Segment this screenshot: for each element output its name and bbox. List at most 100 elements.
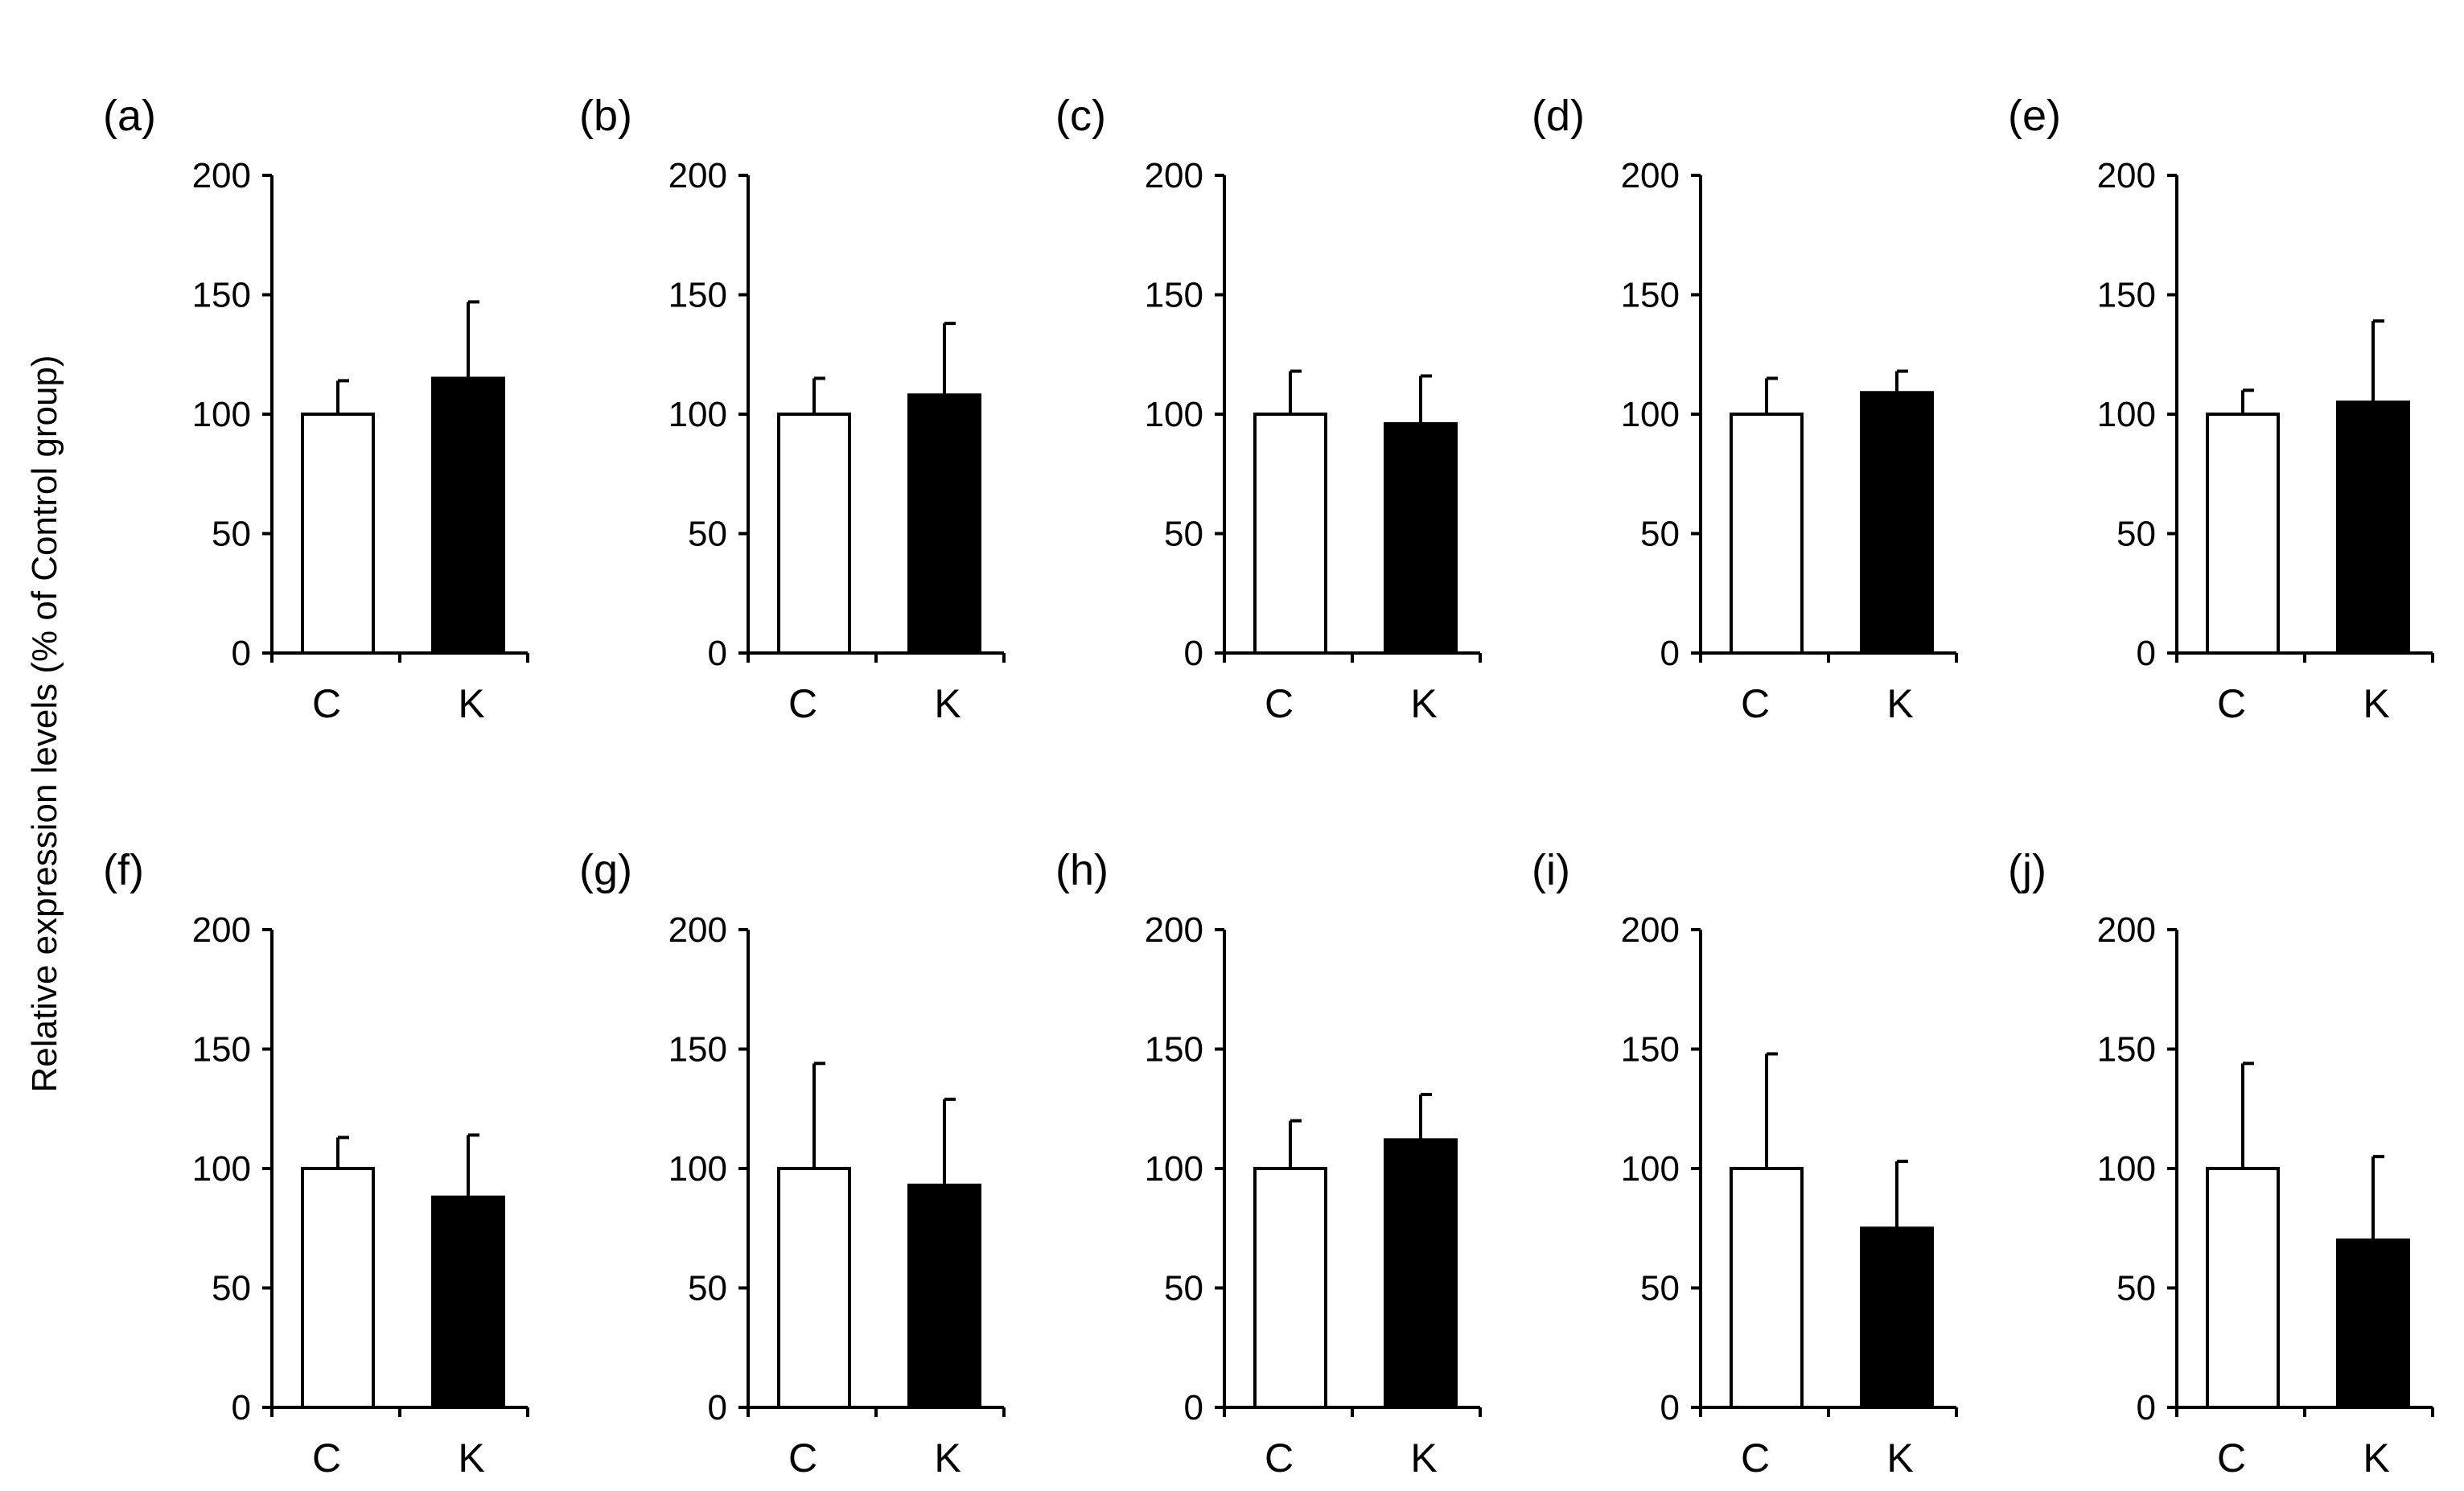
y-tick-label: 200 [668,156,727,195]
y-tick-label: 0 [708,1388,727,1427]
y-tick-label: 150 [2097,276,2156,315]
category-label: K [1410,681,1437,726]
y-tick-label: 0 [2137,634,2156,673]
y-tick-label: 200 [2097,156,2156,195]
y-tick-label: 200 [668,910,727,950]
panel-label: (a) [103,92,156,140]
y-tick-label: 200 [1621,910,1680,950]
bar-k [431,376,505,655]
y-tick-label: 100 [1621,395,1680,434]
y-tick-label: 100 [2097,395,2156,434]
panel-i: (i) 0 50 100 150 200 C K [1532,846,1958,1481]
category-label: C [2217,1436,2246,1481]
y-tick-label: 50 [2116,515,2156,554]
panel-c: (c) 0 50 100 150 200 C K [1055,92,1482,726]
y-tick-label: 100 [2097,1149,2156,1189]
y-tick-label: 0 [708,634,727,673]
y-tick-label: 200 [192,156,251,195]
y-tick-label: 50 [1640,1269,1680,1308]
y-tick-label: 200 [1621,156,1680,195]
panel-label: (d) [1532,92,1585,140]
panel-g: (g) 0 50 100 150 200 C K [579,846,1006,1481]
category-label: C [788,1436,817,1481]
panel-label: (g) [579,846,632,894]
bar-k [431,1195,505,1409]
category-label: K [458,1436,484,1481]
y-tick-label: 100 [668,1149,727,1189]
category-label: K [1886,681,1913,726]
panel-label: (b) [579,92,632,140]
bar-c [2206,1167,2280,1409]
category-label: K [934,681,961,726]
category-label: K [1886,1436,1913,1481]
y-tick-label: 0 [232,634,251,673]
y-tick-label: 150 [192,1030,251,1070]
category-label: K [2363,681,2389,726]
bar-c [301,413,375,655]
bar-k [1860,391,1934,655]
panel-h: (h) 0 50 100 150 200 C K [1055,846,1482,1481]
y-tick-label: 200 [1145,156,1203,195]
y-tick-label: 50 [1164,1269,1203,1308]
y-tick-label: 0 [232,1388,251,1427]
panel-label: (c) [1055,92,1106,140]
y-tick-label: 200 [1145,910,1203,950]
y-tick-label: 150 [668,1030,727,1070]
y-tick-label: 50 [688,1269,727,1308]
category-label: K [934,1436,961,1481]
bar-c [1730,413,1804,655]
y-tick-label: 150 [668,276,727,315]
y-tick-label: 0 [1184,1388,1203,1427]
category-label: C [2217,681,2246,726]
y-tick-label: 150 [1621,1030,1680,1070]
y-tick-label: 0 [1660,634,1680,673]
panel-label: (e) [2008,92,2061,140]
panel-f: (f) 0 50 100 150 200 C K [103,846,529,1481]
panel-b: (b) 0 50 100 150 200 C K [579,92,1006,726]
category-label: C [1741,1436,1770,1481]
bar-k [2336,400,2410,655]
y-tick-label: 0 [1660,1388,1680,1427]
y-tick-label: 100 [1621,1149,1680,1189]
bar-c [777,1167,851,1409]
y-tick-label: 150 [2097,1030,2156,1070]
bar-c [1253,1167,1327,1409]
bar-c [1730,1167,1804,1409]
y-tick-label: 50 [688,515,727,554]
y-tick-label: 150 [1145,276,1203,315]
bar-k [1384,1138,1458,1409]
panel-label: (j) [2008,846,2046,894]
y-axis-title: Relative expression levels (% of Control… [25,355,64,1092]
y-tick-label: 0 [2137,1388,2156,1427]
category-label: C [312,681,341,726]
panel-e: (e) 0 50 100 150 200 C K [2008,92,2434,726]
y-tick-label: 200 [192,910,251,950]
category-label: K [2363,1436,2389,1481]
y-tick-label: 50 [212,515,251,554]
y-tick-label: 100 [1145,395,1203,434]
category-label: C [1265,1436,1294,1481]
panel-d: (d) 0 50 100 150 200 C K [1532,92,1958,726]
category-label: K [1410,1436,1437,1481]
y-tick-label: 50 [1640,515,1680,554]
panel-label: (h) [1055,846,1109,894]
bar-c [2206,413,2280,655]
bar-c [301,1167,375,1409]
y-tick-label: 100 [192,395,251,434]
category-label: C [1741,681,1770,726]
panel-label: (i) [1532,846,1570,894]
category-label: C [312,1436,341,1481]
panel-a: (a) 0 50 100 150 200 C K [103,92,529,726]
category-label: C [788,681,817,726]
category-label: K [458,681,484,726]
bar-k [907,1183,981,1410]
bar-k [907,393,981,655]
bar-c [1253,413,1327,655]
y-tick-label: 100 [1145,1149,1203,1189]
y-tick-label: 200 [2097,910,2156,950]
y-tick-label: 150 [192,276,251,315]
panel-j: (j) 0 50 100 150 200 C K [2008,846,2434,1481]
bar-k [1860,1226,1934,1409]
y-tick-label: 150 [1621,276,1680,315]
